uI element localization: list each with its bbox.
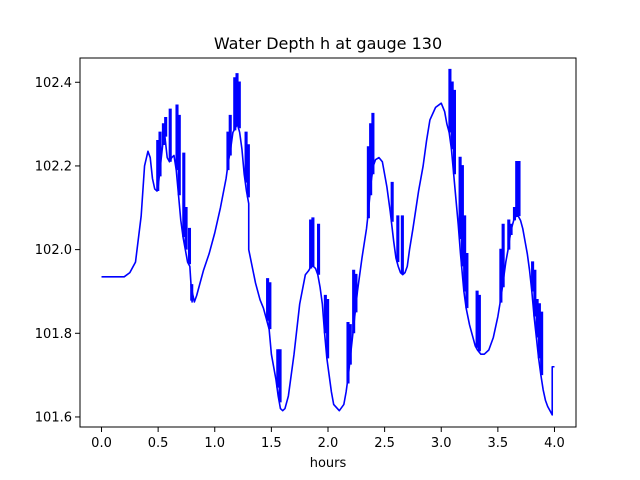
series-spike [517,160,521,217]
series-spike [512,206,517,221]
x-axis: 0.0 0.5 1.0 1.5 2.0 2.5 3.0 3.5 4.0 [91,427,565,451]
series-spike [450,81,454,150]
series-spike [233,77,237,131]
y-tick-label: 101.8 [35,327,72,342]
x-tick-label: 0.0 [91,436,112,451]
series-spike [177,114,181,196]
x-tick-label: 0.5 [148,436,169,451]
series-spike [540,311,544,376]
series-spike [244,131,248,183]
y-tick-label: 102.0 [35,243,72,258]
series-spike [452,89,456,175]
series-spike [190,284,194,301]
series-spike [326,299,330,359]
series-spike [460,165,464,267]
series-group [101,68,555,416]
x-tick-label: 3.5 [488,436,509,451]
series-spike [507,219,511,250]
series-spike [346,322,350,384]
x-tick-label: 4.0 [544,436,565,451]
series-spike [465,253,469,309]
series-spike [175,104,179,171]
series-spike [509,223,513,235]
series-spike [463,215,467,292]
series-spike [161,123,165,146]
chart-title: Water Depth h at gauge 130 [214,34,442,53]
series-spike [354,273,358,313]
y-axis: 101.6 101.8 102.0 102.2 102.4 [35,76,80,425]
series-spike [266,278,270,321]
x-axis-label: hours [310,456,347,471]
series-spike [184,206,188,250]
series-spike [390,181,394,222]
series-spike [458,156,462,240]
series-spike [187,227,192,265]
series-spike [278,349,282,403]
series-spike [317,223,321,275]
series-spike [276,349,280,388]
x-tick-label: 1.0 [204,436,225,451]
series-spike [537,303,541,359]
series-spike [158,131,162,177]
series-spike [228,114,232,156]
series-spike [371,112,375,175]
series-spike [499,248,503,303]
series-spike [475,290,479,348]
series-spike [164,117,168,137]
series-spike [311,217,315,267]
series-spike [533,269,537,317]
series-spike [400,215,404,274]
x-tick-label: 1.5 [261,436,282,451]
series-spike [182,152,186,238]
series-spike [352,269,356,334]
series-spike [323,294,327,334]
series-spike [246,144,250,198]
series-spike [268,282,272,330]
series-spike [501,223,505,288]
series-spike [235,73,239,127]
series-spike [237,81,241,129]
series-spike [531,261,535,292]
series-spike [515,160,519,217]
series-spike [535,299,539,338]
y-tick-label: 102.2 [35,159,72,174]
series-spike [226,131,230,171]
series-spike [309,219,313,269]
series-spike [369,123,373,196]
series-spike [366,146,370,219]
series-spike [396,215,400,263]
series-spike [448,68,452,133]
y-tick-label: 102.4 [35,76,72,91]
x-tick-label: 2.5 [374,436,395,451]
series-spike [156,140,160,192]
series-line [101,102,555,416]
y-tick-label: 101.6 [35,410,72,425]
x-tick-label: 3.0 [431,436,452,451]
series-spike [477,294,481,352]
series-spike [168,108,172,162]
series-spike [348,324,352,365]
x-tick-label: 2.0 [318,436,339,451]
